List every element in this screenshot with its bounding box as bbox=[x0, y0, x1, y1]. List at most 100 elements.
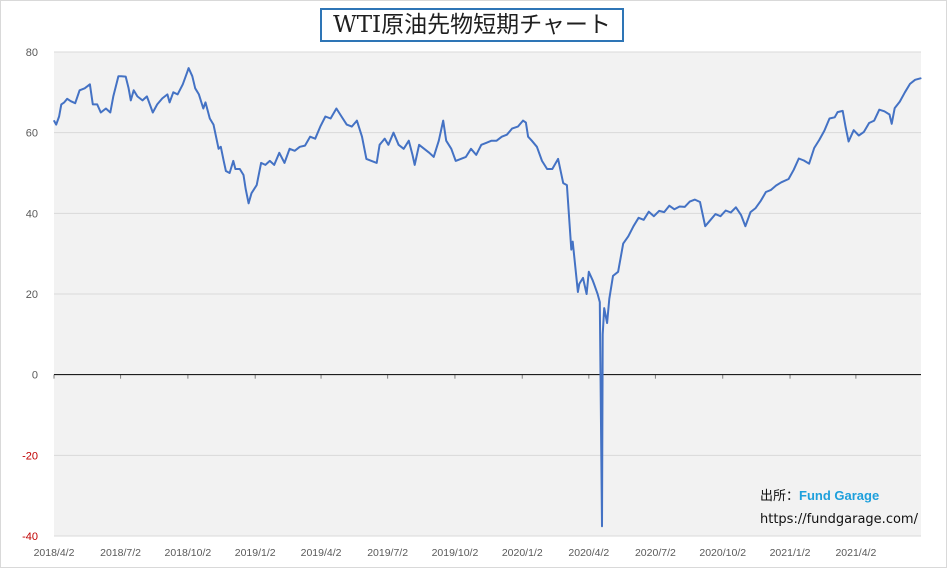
data-point bbox=[60, 103, 62, 106]
data-point bbox=[125, 76, 127, 78]
data-point bbox=[517, 126, 519, 128]
data-point bbox=[273, 164, 275, 166]
x-tick-label: 2019/4/2 bbox=[301, 547, 342, 559]
data-point bbox=[378, 144, 381, 146]
data-point bbox=[55, 124, 57, 126]
y-tick-label: 80 bbox=[26, 47, 38, 59]
data-point bbox=[304, 144, 306, 147]
data-point bbox=[152, 111, 154, 114]
data-point bbox=[735, 206, 737, 208]
data-point bbox=[541, 160, 543, 162]
data-point bbox=[120, 75, 122, 77]
data-point bbox=[744, 225, 747, 227]
data-point bbox=[536, 146, 538, 148]
data-point bbox=[501, 136, 503, 138]
data-point bbox=[109, 111, 111, 114]
data-point bbox=[527, 136, 529, 138]
data-point bbox=[755, 207, 757, 209]
data-point bbox=[602, 333, 604, 335]
data-point bbox=[398, 144, 400, 146]
source-url: https://fundgarage.com/ bbox=[760, 512, 918, 527]
data-point bbox=[384, 138, 386, 140]
source-credit: 出所：Fund Garage https://fundgarage.com/ bbox=[760, 485, 918, 527]
data-point bbox=[66, 98, 68, 100]
data-point bbox=[70, 100, 72, 102]
data-point bbox=[648, 211, 650, 213]
data-point bbox=[920, 77, 922, 79]
x-tick-label: 2018/4/2 bbox=[34, 547, 75, 559]
data-point bbox=[324, 115, 327, 118]
y-axis: -40 -20 0 20 40 60 80 bbox=[22, 47, 38, 543]
data-point bbox=[749, 211, 752, 213]
data-point bbox=[264, 164, 267, 166]
data-point bbox=[166, 93, 169, 95]
data-point bbox=[220, 146, 222, 148]
data-point bbox=[438, 140, 440, 142]
data-point bbox=[591, 279, 594, 281]
data-point bbox=[128, 87, 130, 89]
data-point bbox=[775, 184, 777, 187]
x-tick-label: 2018/7/2 bbox=[100, 547, 141, 559]
data-point bbox=[627, 235, 629, 237]
data-point bbox=[834, 116, 836, 118]
data-point bbox=[709, 219, 711, 221]
data-point bbox=[719, 215, 722, 217]
x-tick-label: 2020/10/2 bbox=[699, 547, 746, 559]
data-point bbox=[411, 154, 414, 156]
data-point bbox=[566, 184, 568, 186]
y-tick-label: -20 bbox=[22, 450, 38, 462]
data-point bbox=[582, 277, 584, 279]
data-point bbox=[699, 201, 701, 203]
data-point bbox=[186, 71, 188, 73]
data-point bbox=[172, 91, 174, 93]
data-point bbox=[823, 130, 826, 132]
data-point bbox=[475, 154, 477, 156]
data-point bbox=[269, 160, 271, 162]
data-point bbox=[96, 103, 98, 106]
x-tick-label: 2019/7/2 bbox=[367, 547, 408, 559]
data-point bbox=[643, 219, 645, 221]
data-point bbox=[133, 89, 135, 91]
data-point bbox=[808, 163, 810, 165]
data-point bbox=[863, 131, 865, 133]
data-point bbox=[53, 119, 55, 122]
x-tick-label: 2020/7/2 bbox=[635, 547, 676, 559]
data-point bbox=[853, 129, 855, 131]
data-point bbox=[678, 205, 681, 208]
data-point bbox=[873, 119, 875, 122]
data-point bbox=[490, 140, 493, 142]
data-point bbox=[361, 136, 363, 138]
x-tick-label: 2021/4/2 bbox=[835, 547, 876, 559]
data-point bbox=[725, 209, 727, 212]
data-point bbox=[904, 91, 906, 93]
data-point bbox=[888, 113, 891, 116]
data-point bbox=[828, 117, 831, 120]
data-point bbox=[689, 201, 691, 203]
data-point bbox=[480, 144, 482, 146]
data-point bbox=[606, 322, 608, 324]
data-point bbox=[485, 142, 488, 144]
data-point bbox=[601, 525, 603, 527]
data-point bbox=[234, 168, 237, 170]
data-point bbox=[557, 158, 559, 160]
data-point bbox=[74, 102, 76, 104]
data-point bbox=[450, 148, 452, 150]
data-point bbox=[248, 202, 250, 204]
data-point bbox=[760, 200, 762, 202]
data-point bbox=[445, 140, 447, 142]
data-point bbox=[245, 188, 247, 190]
data-point bbox=[617, 271, 619, 273]
data-point bbox=[673, 208, 676, 210]
data-point bbox=[191, 75, 193, 77]
data-point bbox=[428, 152, 430, 154]
data-point bbox=[63, 101, 65, 104]
x-tick-label: 2021/1/2 bbox=[770, 547, 811, 559]
data-point bbox=[177, 93, 179, 95]
data-point bbox=[212, 124, 215, 126]
data-point bbox=[813, 147, 815, 149]
data-point bbox=[346, 124, 348, 126]
x-tick-label: 2019/10/2 bbox=[432, 547, 479, 559]
data-point bbox=[798, 157, 800, 160]
data-point bbox=[612, 275, 614, 277]
